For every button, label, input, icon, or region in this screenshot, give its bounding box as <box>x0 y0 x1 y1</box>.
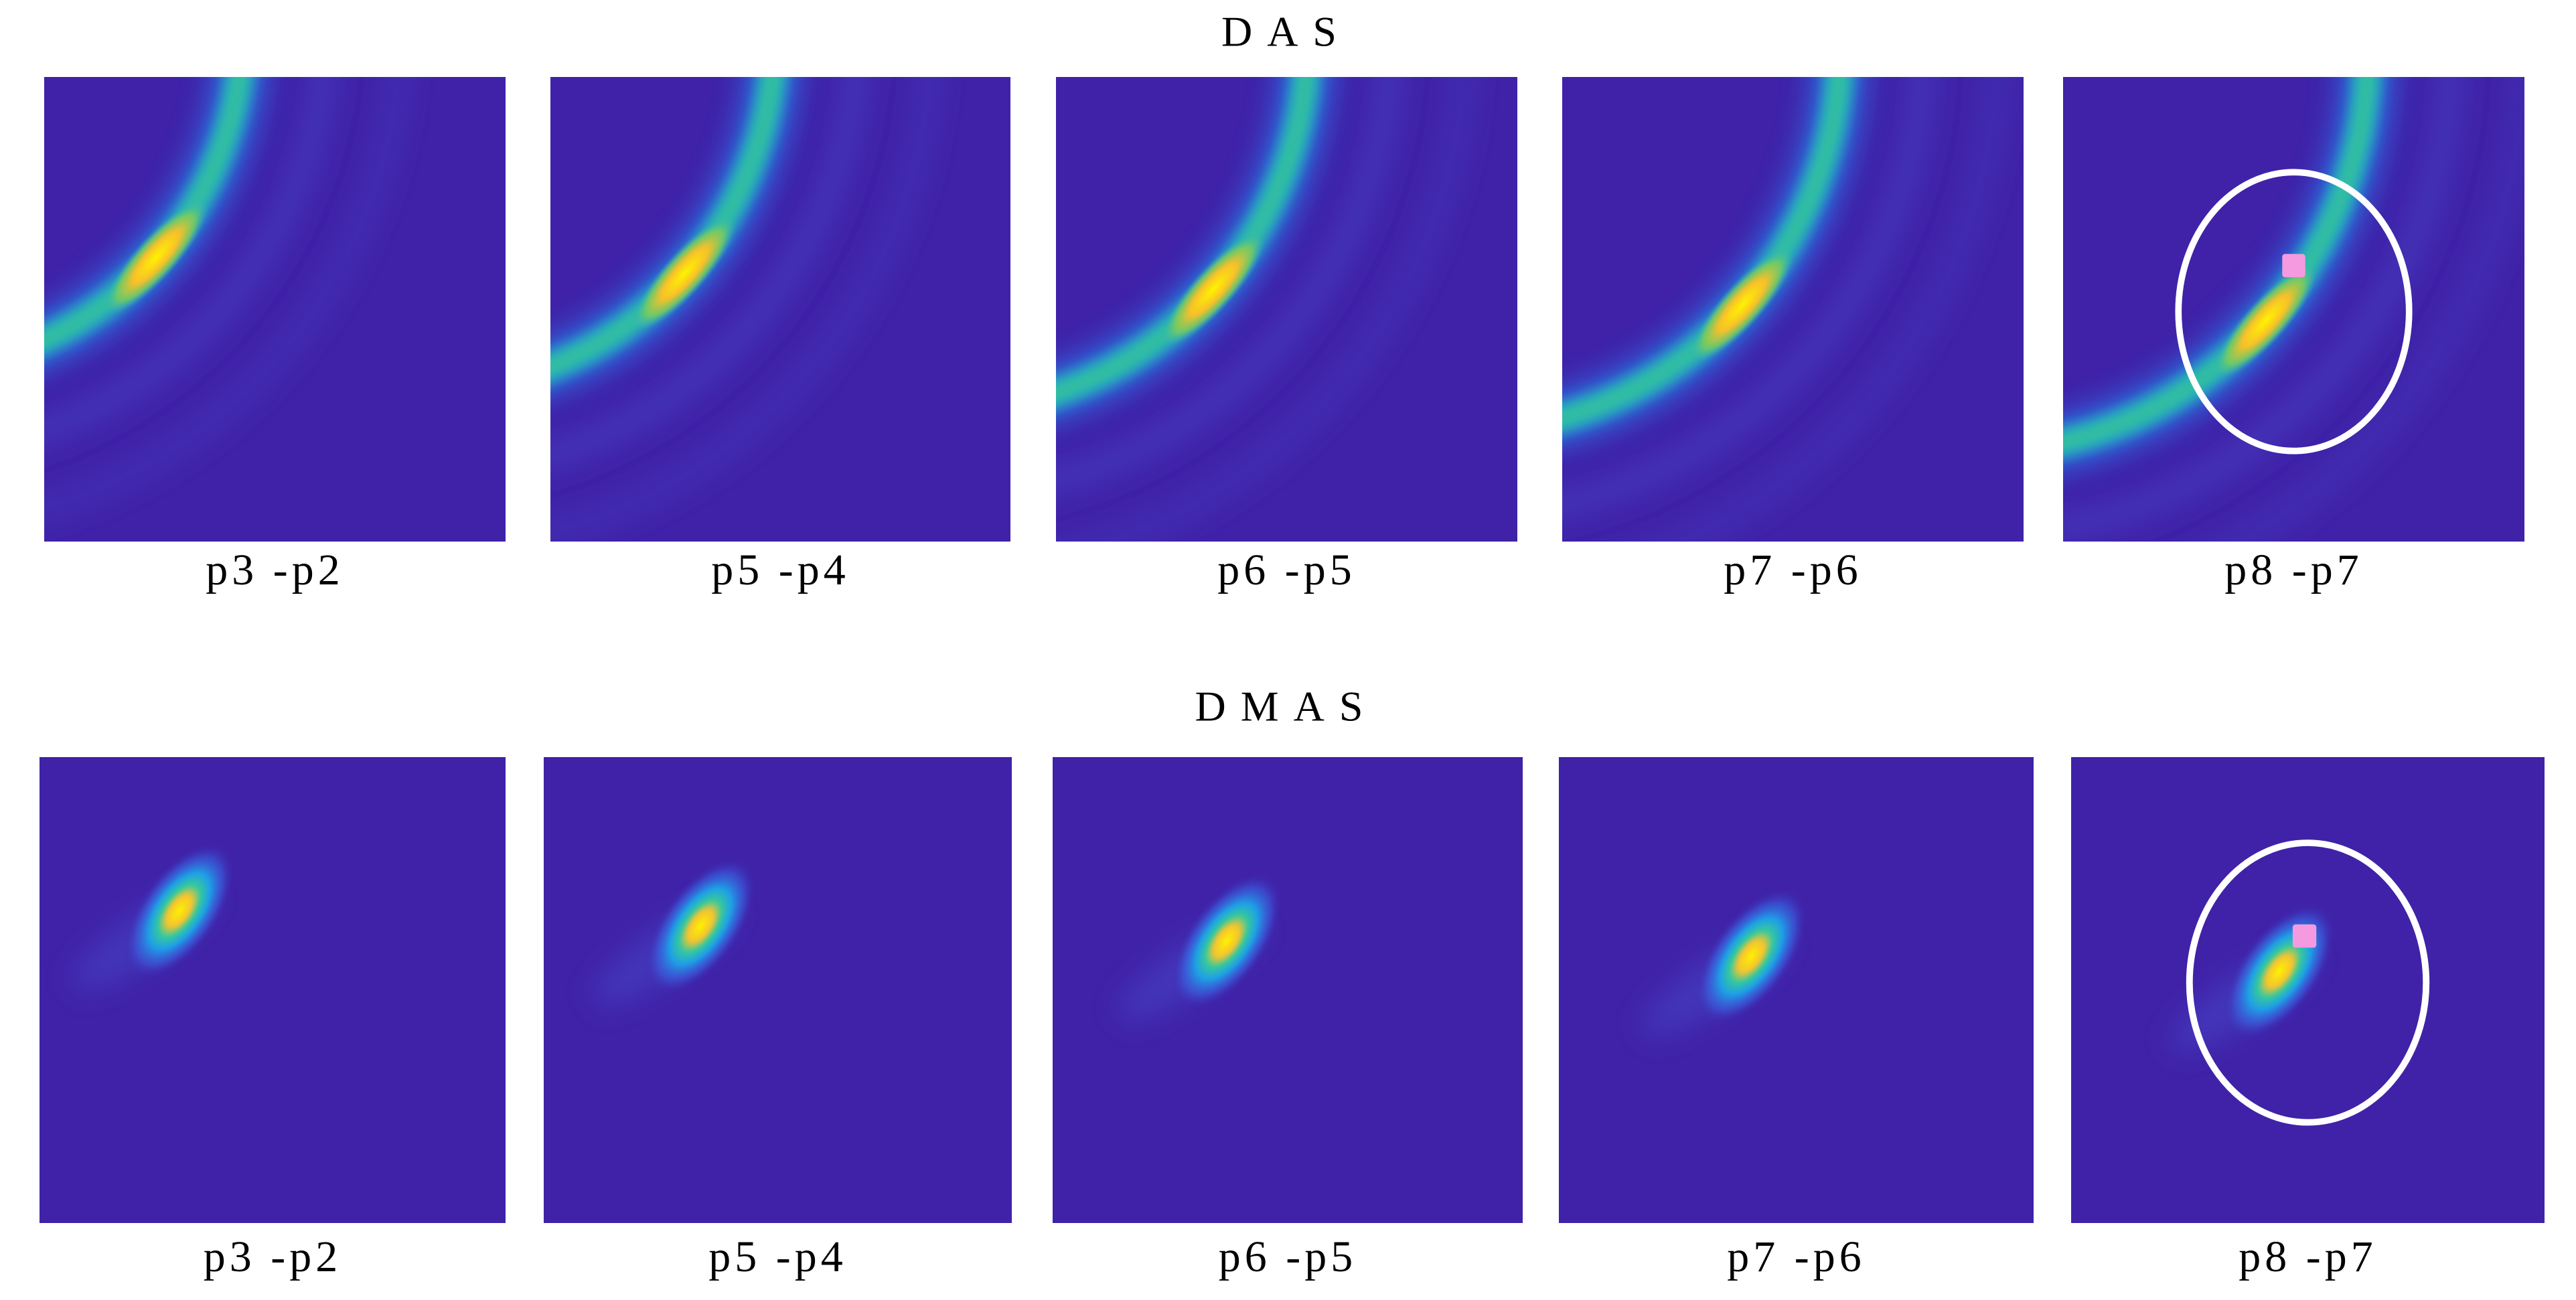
heatmap <box>1562 77 2024 542</box>
panel-label: p5 -p4 <box>711 546 849 594</box>
highlight-circle <box>2175 169 2413 455</box>
hot-spot <box>2214 264 2318 378</box>
hot-spot <box>644 857 757 995</box>
hot-spot <box>633 216 737 331</box>
panel-label: p3 -p2 <box>206 546 344 594</box>
panel-label: p8 -p7 <box>2239 1232 2376 1281</box>
heatmap <box>550 77 1010 542</box>
highlight-circle <box>2186 839 2430 1126</box>
heatmap <box>44 77 506 542</box>
heatmap-background <box>1559 757 2034 1223</box>
marker-square <box>2292 924 2317 948</box>
panel-label: p7 -p6 <box>1727 1232 1865 1281</box>
panel-label: p5 -p4 <box>708 1232 846 1281</box>
hot-spot <box>1690 248 1794 363</box>
panel-label: p3 -p2 <box>204 1232 342 1281</box>
heatmap-background <box>40 757 506 1223</box>
heatmap <box>2063 77 2524 542</box>
heatmap-background <box>1053 757 1523 1223</box>
row-title: DMAS <box>1195 683 1378 730</box>
heatmap <box>1559 757 2034 1223</box>
panel-label: p8 -p7 <box>2224 546 2362 594</box>
heatmap <box>1056 77 1517 542</box>
panel-label: p6 -p5 <box>1219 1232 1357 1281</box>
marker-square <box>2282 254 2305 278</box>
heatmap <box>544 757 1012 1223</box>
panel-label: p6 -p5 <box>1217 546 1355 594</box>
hot-spot <box>1170 872 1283 1010</box>
hot-spot <box>1694 887 1809 1026</box>
panel-label: p7 -p6 <box>1724 546 1862 594</box>
heatmap <box>2071 757 2545 1223</box>
heatmap <box>40 757 506 1223</box>
hot-spot <box>1161 232 1266 347</box>
hot-spot <box>104 200 208 315</box>
row-title: DAS <box>1221 8 1351 56</box>
hot-spot <box>123 841 236 980</box>
heatmap <box>1053 757 1523 1223</box>
